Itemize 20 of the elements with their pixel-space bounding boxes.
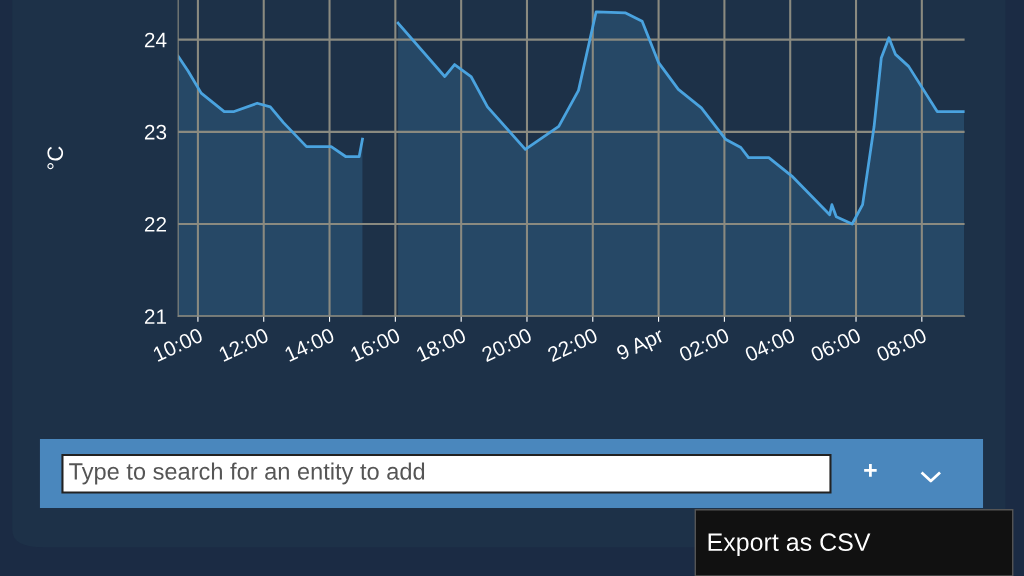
x-tick-label: 9 Apr <box>615 327 667 365</box>
x-tick-label: 08:00 <box>875 327 928 363</box>
text: Type to search for an entity to add <box>69 462 425 485</box>
x-tick-label: 14:00 <box>283 327 336 362</box>
x-tick-label: 20:00 <box>480 327 533 363</box>
x-tick-label: 18:00 <box>415 327 467 362</box>
y-tick-label: 23 <box>144 124 167 140</box>
x-tick-label: 06:00 <box>809 327 862 363</box>
y-tick-label: 21 <box>144 309 167 324</box>
y-tick-label: 22 <box>144 217 167 232</box>
x-tick-label: 02:00 <box>678 327 731 363</box>
x-tick-label: 16:00 <box>349 327 402 362</box>
text: + <box>864 464 877 477</box>
text: Export as CSV <box>708 533 871 556</box>
y-tick-label: 24 <box>144 32 167 48</box>
x-tick-label: 12:00 <box>218 327 270 362</box>
y-axis-title: °C <box>47 146 64 170</box>
x-tick-label: 10:00 <box>152 327 204 362</box>
x-tick-label: 22:00 <box>546 327 599 363</box>
x-tick-label: 04:00 <box>743 327 796 363</box>
